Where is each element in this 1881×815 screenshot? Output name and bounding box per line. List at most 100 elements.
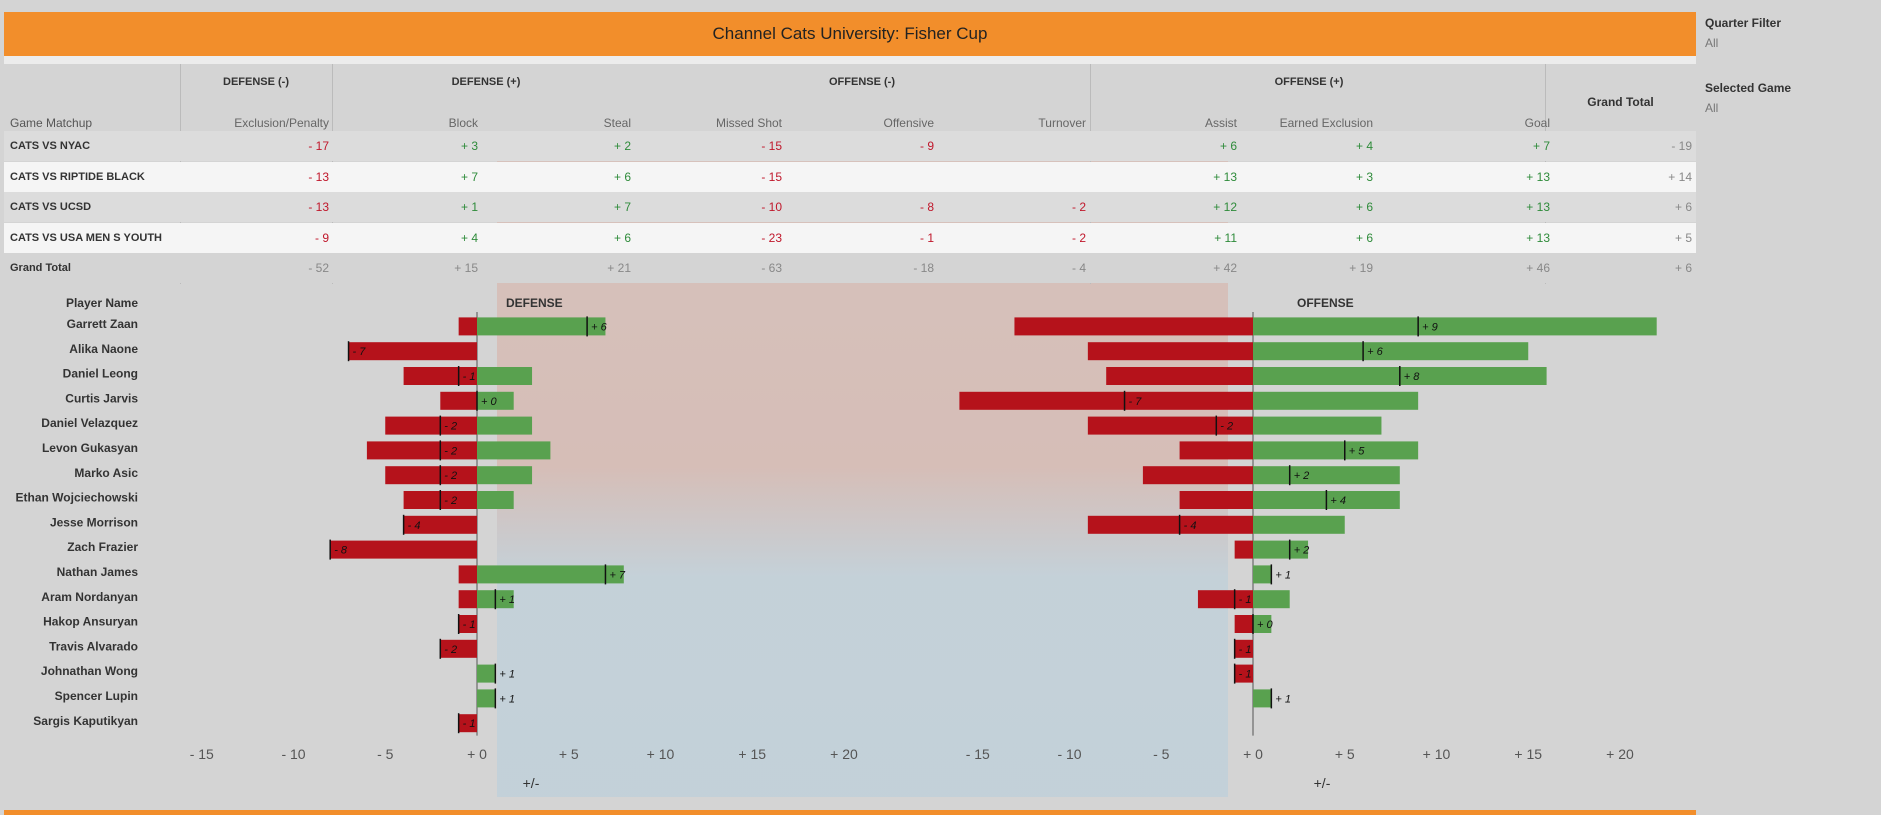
defense-net-label: - 1 — [463, 619, 476, 631]
player-name: Ethan Wojciechowski — [16, 491, 138, 505]
defense-positive-bar — [477, 664, 496, 683]
table-cell: + 13 — [1526, 169, 1550, 184]
offense-negative-bar — [1087, 342, 1253, 361]
table-cell: - 2 — [1071, 200, 1086, 214]
table-cell: + 6 — [613, 169, 631, 184]
column-header-steal: Steal — [603, 116, 631, 130]
table-row[interactable]: CATS VS USA MEN S YOUTH - 9 + 4 + 6 - 23 - 1 -… — [4, 222, 1696, 253]
defense-net-label: - 4 — [408, 520, 421, 532]
defense-positive-bar — [477, 565, 624, 584]
defense-positive-bar — [477, 441, 551, 460]
table-cell: + 12 — [1213, 200, 1237, 214]
table-cell: + 6 — [613, 230, 631, 245]
offense-positive-bar — [1253, 317, 1657, 336]
row-grand-total: - 19 — [1671, 139, 1692, 153]
row-header-game-matchup: Game Matchup — [10, 116, 93, 130]
player-name: Johnathan Wong — [41, 664, 138, 678]
table-cell: + 1 — [460, 200, 478, 214]
offense-net-label: + 0 — [1257, 619, 1273, 631]
offense-net-label: + 8 — [1404, 371, 1420, 383]
player-name: Garrett Zaan — [67, 317, 138, 331]
defense-negative-bar — [385, 466, 477, 485]
defense-positive-bar — [477, 391, 514, 410]
defense-tick-label: + 10 — [647, 746, 675, 762]
defense-net-label: - 8 — [334, 545, 348, 557]
player-name: Travis Alvarado — [49, 639, 138, 653]
offense-net-label: + 1 — [1275, 693, 1291, 705]
offense-net-label: - 1 — [1239, 644, 1252, 656]
table-cell: - 10 — [761, 200, 782, 214]
game-matchup-name: CATS VS UCSD — [10, 201, 92, 213]
row-grand-total: + 14 — [1668, 169, 1692, 184]
table-header-bg — [4, 64, 1696, 131]
table-cell: - 15 — [761, 139, 782, 153]
table-cell: - 2 — [1071, 230, 1086, 245]
offense-negative-bar — [1014, 317, 1253, 336]
offense-negative-bar — [1087, 515, 1253, 534]
table-cell: - 15 — [761, 169, 782, 184]
offense-positive-bar — [1253, 590, 1290, 609]
offense-tick-label: - 5 — [1153, 746, 1170, 762]
group-offense-neg: OFFENSE (-) — [829, 76, 895, 88]
table-row[interactable]: CATS VS RIPTIDE BLACK - 13 + 7 + 6 - 15 + 13 +… — [4, 161, 1696, 192]
offense-positive-bar — [1253, 615, 1272, 633]
table-cell: + 6 — [1355, 200, 1373, 214]
game-matchup-name: CATS VS USA MEN S YOUTH — [10, 231, 162, 244]
defense-tick-label: + 15 — [738, 746, 766, 762]
quarter-filter-value[interactable]: All — [1705, 36, 1719, 50]
defense-negative-bar — [458, 615, 477, 633]
table-cell: + 13 — [1213, 169, 1237, 184]
table-row[interactable]: CATS VS NYAC - 17 + 3 + 2 - 15 - 9 + 6 + 4 + 7 - … — [4, 131, 1696, 161]
offense-positive-bar — [1253, 466, 1400, 485]
dashboard-title-banner: Channel Cats University: Fisher Cup — [4, 12, 1696, 56]
player-name: Zach Frazier — [67, 540, 138, 554]
column-header-missed-shot: Missed Shot — [715, 116, 782, 130]
offense-net-label: + 4 — [1330, 495, 1346, 507]
offense-net-label: - 7 — [1129, 396, 1143, 408]
player-name: Alika Naone — [69, 342, 138, 356]
player-name: Marko Asic — [74, 466, 138, 480]
offense-axis-label: +/- — [1314, 775, 1331, 791]
table-cell: - 23 — [761, 230, 782, 245]
column-header-exclusion-penalty: Exclusion/Penalty — [234, 116, 329, 130]
offense-net-label: + 1 — [1275, 569, 1291, 581]
table-cell: - 9 — [919, 139, 934, 153]
column-header-earned-exclusion: Earned Exclusion — [1279, 116, 1373, 130]
defense-tick-label: + 0 — [467, 746, 487, 762]
quarter-filter[interactable]: Quarter Filter All — [1705, 16, 1781, 50]
defense-axis-label: +/- — [523, 775, 540, 791]
defense-net-label: - 2 — [444, 644, 457, 656]
defense-net-label: + 1 — [499, 594, 515, 606]
player-name: Hakop Ansuryan — [43, 615, 138, 629]
player-name: Aram Nordanyan — [41, 590, 138, 604]
table-cell: + 19 — [1349, 261, 1373, 275]
table-cell: + 6 — [1355, 230, 1373, 245]
column-header-turnover: Turnover — [1038, 116, 1086, 130]
player-name-header: Player Name — [66, 296, 138, 310]
offense-tick-label: + 10 — [1423, 746, 1451, 762]
defense-net-label: + 1 — [499, 693, 515, 705]
row-grand-total: + 5 — [1674, 230, 1692, 245]
defense-tick-label: + 20 — [830, 746, 858, 762]
table-cell: + 7 — [460, 169, 478, 184]
defense-negative-bar — [440, 391, 477, 410]
table-cell: - 18 — [913, 261, 934, 275]
defense-positive-bar — [477, 367, 533, 385]
footer-bar — [4, 810, 1696, 815]
dashboard-title: Channel Cats University: Fisher Cup — [712, 24, 988, 43]
offense-positive-bar — [1253, 441, 1419, 460]
group-defense-pos: DEFENSE (+) — [451, 76, 521, 88]
offense-positive-bar — [1253, 689, 1272, 708]
grand-total-row[interactable]: Grand Total - 52 + 15 + 21 - 63 - 18 - 4 + 42 + … — [4, 253, 1696, 283]
game-matchup-name: CATS VS RIPTIDE BLACK — [10, 170, 145, 183]
table-cell: + 3 — [460, 139, 478, 153]
row-grand-total: + 6 — [1674, 200, 1692, 214]
player-name: Nathan James — [57, 565, 139, 579]
table-cell — [1006, 131, 1086, 161]
game-filter[interactable]: Selected Game All — [1705, 81, 1791, 115]
game-filter-value[interactable]: All — [1705, 101, 1719, 115]
offense-negative-bar — [1234, 664, 1253, 683]
defense-net-label: + 0 — [481, 396, 497, 408]
offense-negative-bar — [1234, 540, 1253, 559]
table-row[interactable]: CATS VS UCSD - 13 + 1 + 7 - 10 - 8 - 2 + 12 + 6 +… — [4, 192, 1696, 222]
